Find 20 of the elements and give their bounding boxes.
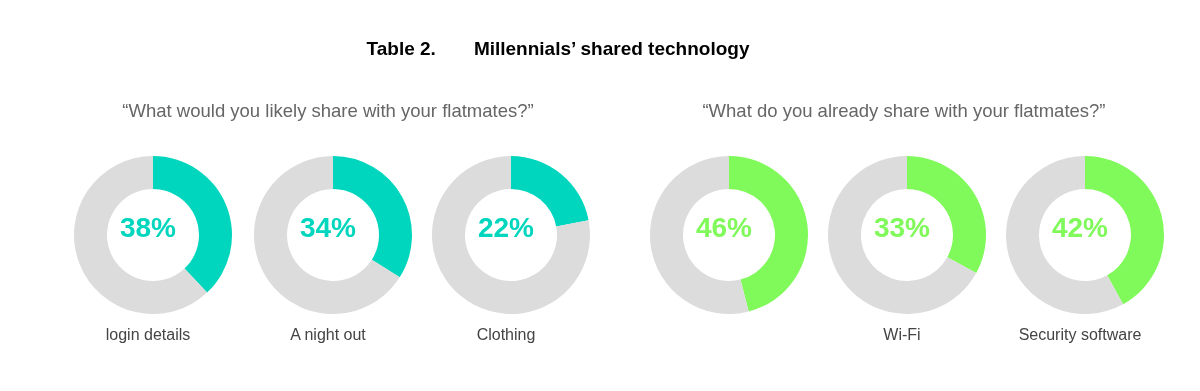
chart-title: Table 2. Millennials’ shared technology xyxy=(365,38,751,60)
text: Security software xyxy=(1017,326,1143,344)
text: 38% xyxy=(118,212,177,244)
donut-slice xyxy=(1006,156,1124,314)
donut-slice xyxy=(74,156,208,314)
donut-slice xyxy=(828,156,977,314)
donut-slice xyxy=(432,156,590,314)
text: 22% xyxy=(476,212,535,244)
text: “What do you already share with your flatmates?” xyxy=(701,100,1107,122)
text: Wi-Fi xyxy=(883,326,921,343)
text: login details xyxy=(104,326,192,344)
text: “What would you likely share with your flatmates?” xyxy=(121,100,535,122)
donut-slice xyxy=(254,156,400,314)
text: Clothing xyxy=(475,326,537,344)
text: 42% xyxy=(1050,212,1109,244)
text: 33% xyxy=(872,212,931,244)
text: A night out xyxy=(289,326,367,344)
text: 46% xyxy=(694,212,753,244)
donut-slice xyxy=(650,156,749,314)
text: 34% xyxy=(298,212,357,244)
